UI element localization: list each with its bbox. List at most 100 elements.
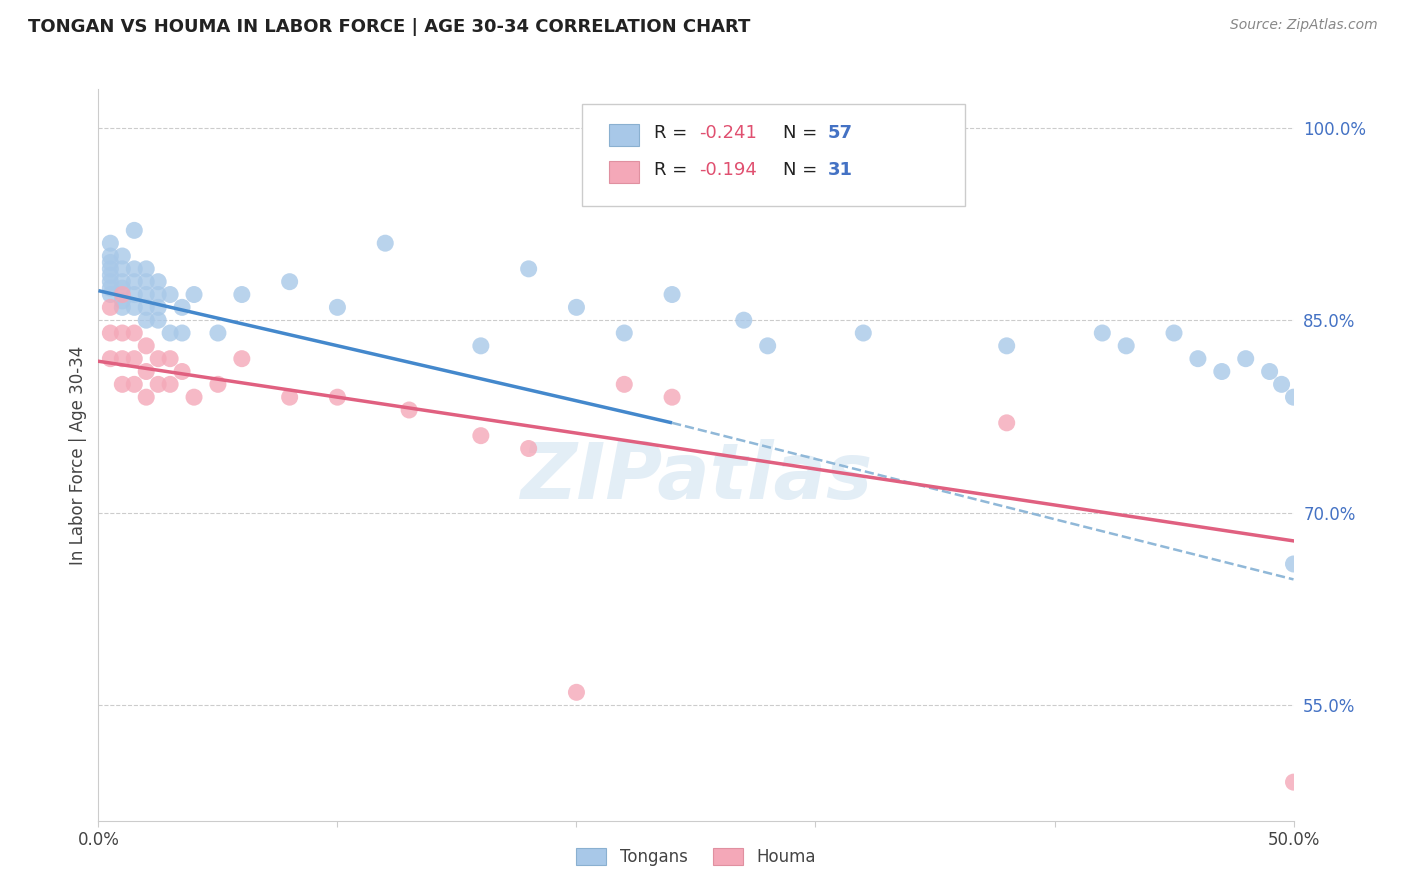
- Point: [124, 351, 146, 366]
- Point: [148, 377, 170, 392]
- Point: [98, 281, 122, 295]
- FancyBboxPatch shape: [609, 124, 638, 146]
- Point: [231, 351, 253, 366]
- Point: [995, 416, 1018, 430]
- Point: [135, 339, 157, 353]
- Legend: Tongans, Houma: Tongans, Houma: [568, 839, 824, 874]
- Point: [98, 351, 122, 366]
- Point: [470, 428, 492, 442]
- Point: [159, 351, 181, 366]
- Point: [852, 326, 875, 340]
- Point: [159, 287, 181, 301]
- Text: TONGAN VS HOUMA IN LABOR FORCE | AGE 30-34 CORRELATION CHART: TONGAN VS HOUMA IN LABOR FORCE | AGE 30-…: [28, 18, 751, 36]
- Point: [135, 275, 157, 289]
- Point: [278, 275, 301, 289]
- Point: [159, 326, 181, 340]
- Point: [172, 301, 194, 315]
- Text: N =: N =: [783, 161, 823, 178]
- Point: [470, 339, 492, 353]
- Point: [98, 236, 122, 251]
- Point: [1258, 364, 1281, 378]
- Point: [1163, 326, 1185, 340]
- Point: [148, 287, 170, 301]
- Point: [756, 339, 779, 353]
- Point: [98, 287, 122, 301]
- Text: R =: R =: [654, 124, 693, 142]
- Point: [995, 339, 1018, 353]
- Point: [1282, 775, 1305, 789]
- Point: [148, 351, 170, 366]
- Point: [148, 275, 170, 289]
- Point: [661, 390, 683, 404]
- Point: [1187, 351, 1209, 366]
- Point: [183, 390, 205, 404]
- Point: [98, 249, 122, 263]
- Point: [98, 326, 122, 340]
- Point: [111, 261, 134, 276]
- Point: [111, 287, 134, 301]
- Point: [1115, 339, 1137, 353]
- Point: [326, 301, 349, 315]
- Text: N =: N =: [783, 124, 823, 142]
- Point: [98, 301, 122, 315]
- Point: [111, 377, 134, 392]
- Point: [111, 301, 134, 315]
- Point: [111, 326, 134, 340]
- Y-axis label: In Labor Force | Age 30-34: In Labor Force | Age 30-34: [69, 345, 87, 565]
- Point: [135, 301, 157, 315]
- Point: [398, 403, 420, 417]
- Point: [111, 249, 134, 263]
- Point: [613, 377, 636, 392]
- Point: [1282, 557, 1305, 571]
- Point: [124, 275, 146, 289]
- Point: [661, 287, 683, 301]
- Point: [124, 223, 146, 237]
- Text: -0.241: -0.241: [700, 124, 758, 142]
- Point: [148, 301, 170, 315]
- Point: [148, 313, 170, 327]
- Point: [613, 326, 636, 340]
- Point: [124, 301, 146, 315]
- Point: [135, 287, 157, 301]
- Point: [1271, 377, 1294, 392]
- Text: 31: 31: [827, 161, 852, 178]
- Point: [172, 326, 194, 340]
- Point: [278, 390, 301, 404]
- Text: ZIPatlas: ZIPatlas: [520, 439, 872, 515]
- Point: [111, 275, 134, 289]
- Point: [98, 261, 122, 276]
- Text: R =: R =: [654, 161, 693, 178]
- Point: [207, 377, 229, 392]
- FancyBboxPatch shape: [609, 161, 638, 183]
- Point: [135, 364, 157, 378]
- Point: [98, 255, 122, 269]
- Point: [517, 261, 540, 276]
- Point: [1211, 364, 1233, 378]
- Point: [1234, 351, 1257, 366]
- Point: [159, 377, 181, 392]
- Point: [98, 268, 122, 283]
- Point: [565, 685, 588, 699]
- Point: [124, 261, 146, 276]
- Point: [111, 293, 134, 308]
- Point: [183, 287, 205, 301]
- Point: [1091, 326, 1114, 340]
- Point: [374, 236, 396, 251]
- Text: -0.194: -0.194: [700, 161, 758, 178]
- Point: [172, 364, 194, 378]
- Point: [207, 326, 229, 340]
- Point: [565, 301, 588, 315]
- Point: [124, 287, 146, 301]
- Point: [231, 287, 253, 301]
- Point: [98, 275, 122, 289]
- Point: [733, 313, 755, 327]
- Point: [135, 313, 157, 327]
- FancyBboxPatch shape: [582, 103, 965, 206]
- Point: [135, 390, 157, 404]
- Point: [135, 261, 157, 276]
- Point: [111, 351, 134, 366]
- Text: 57: 57: [827, 124, 852, 142]
- Point: [124, 326, 146, 340]
- Point: [111, 281, 134, 295]
- Point: [326, 390, 349, 404]
